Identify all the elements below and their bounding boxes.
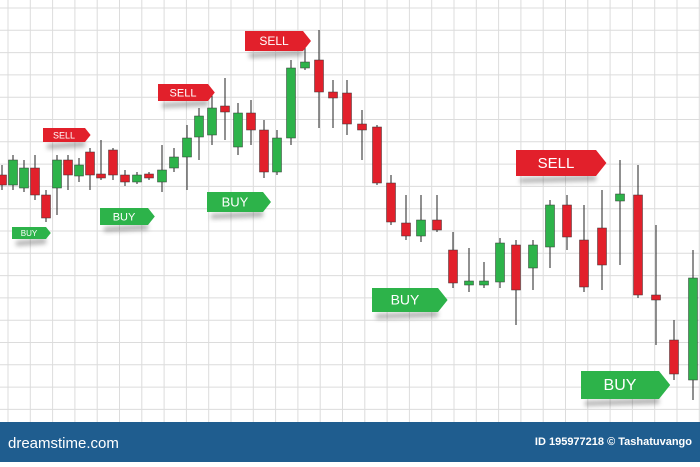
flag-shadow (16, 238, 46, 246)
candle-body (464, 280, 474, 286)
flag-label: BUY (21, 229, 38, 238)
flag-label: SELL (170, 87, 197, 99)
candle-body (401, 222, 411, 237)
candle-body (108, 149, 118, 176)
flag-label: BUY (604, 377, 637, 394)
flag (245, 31, 311, 51)
flag (12, 227, 51, 239)
candle-body (207, 107, 217, 136)
flag-label: BUY (222, 194, 249, 209)
candle-body (182, 137, 192, 158)
flag-label: SELL (538, 155, 575, 172)
candle-body (314, 59, 324, 93)
candle-body (272, 137, 282, 173)
flag (207, 192, 271, 212)
candle-body (220, 105, 230, 113)
candle-body (0, 174, 7, 186)
candle-body (579, 239, 589, 288)
candle-body (157, 169, 167, 183)
candle-body (511, 244, 521, 291)
candle-body (19, 167, 29, 189)
footer-bar (0, 422, 700, 462)
flag (43, 128, 91, 142)
candle-body (651, 294, 661, 301)
flag-shadow (211, 211, 263, 219)
candle-body (63, 159, 73, 176)
flag-shadow (162, 100, 208, 108)
candle-body (633, 194, 643, 296)
candle-body (300, 61, 310, 69)
flag (516, 150, 607, 176)
candle-body (8, 159, 18, 186)
flag-label: BUY (113, 211, 136, 223)
candle-body (96, 173, 106, 179)
candle-body (233, 112, 243, 148)
candle-body (144, 173, 154, 179)
flag-shadow (104, 224, 148, 232)
candle-body (416, 219, 426, 237)
candle-body (372, 126, 382, 184)
flag-label: SELL (259, 34, 289, 48)
flag (581, 371, 671, 399)
candle-body (615, 193, 625, 202)
candle-body (448, 249, 458, 284)
flag-shadow (585, 398, 659, 406)
flag-shadow (47, 141, 85, 149)
candle-body (545, 204, 555, 248)
candle-body (562, 204, 572, 238)
candle-body (259, 129, 269, 173)
candle-body (85, 151, 95, 176)
flag-shadow (376, 311, 438, 319)
candle-body (597, 227, 607, 266)
flag-shadow (249, 50, 303, 58)
candle-body (74, 164, 84, 177)
footer-credit: ID 195977218 © Tashatuvango (535, 436, 692, 448)
candle-body (495, 242, 505, 283)
candle-body (169, 156, 179, 169)
candle-body (688, 277, 698, 381)
flag (158, 84, 215, 101)
candles (0, 30, 698, 400)
candle-body (52, 159, 62, 189)
candle-body (246, 112, 256, 131)
flags: SELL SELL SELL SELL BUY BUY BUY BUY BUY (12, 31, 671, 406)
candle-body (669, 339, 679, 375)
candle-body (30, 167, 40, 196)
candle-body (357, 123, 367, 131)
candle-body (432, 219, 442, 231)
candle-body (194, 115, 204, 138)
flag-label: SELL (53, 130, 75, 140)
flag (372, 288, 448, 312)
candle-body (41, 194, 51, 219)
footer-site: dreamstime.com (8, 435, 119, 452)
candle-body (120, 174, 130, 183)
candle-body (528, 244, 538, 269)
flag-shadow (520, 175, 596, 183)
candle-body (479, 280, 489, 286)
flag (100, 208, 155, 225)
candle-body (386, 182, 396, 223)
candle-body (328, 91, 338, 99)
candle-body (286, 67, 296, 139)
candle-body (342, 92, 352, 125)
flag-label: BUY (391, 292, 420, 308)
candle-body (132, 174, 142, 183)
